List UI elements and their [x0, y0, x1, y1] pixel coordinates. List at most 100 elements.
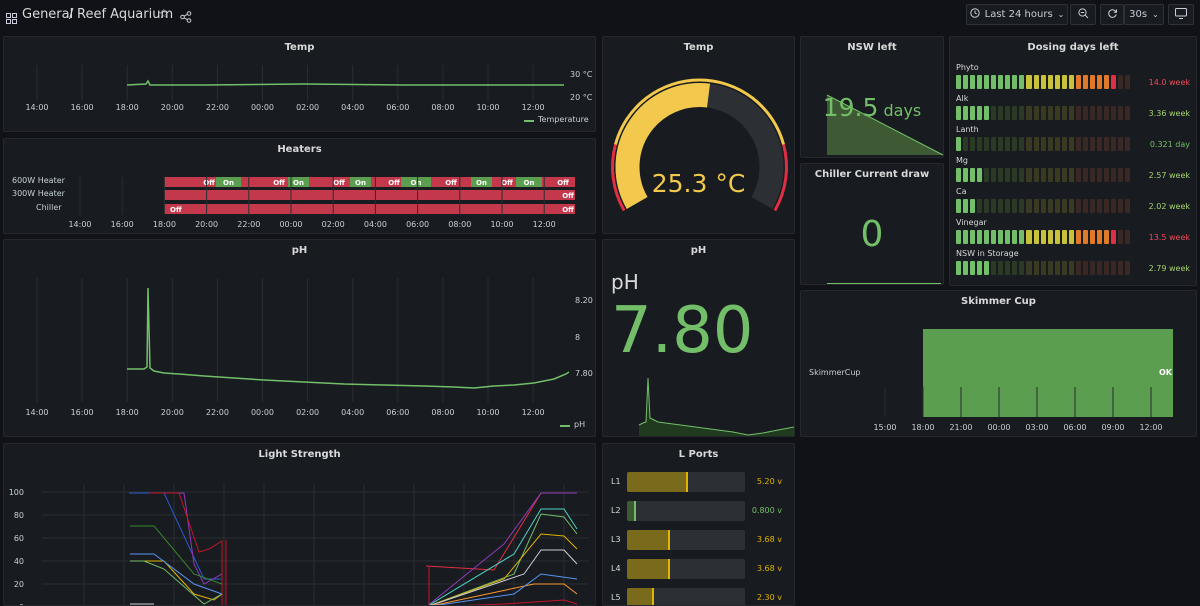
- panel-title[interactable]: Chiller Current draw: [814, 169, 930, 180]
- heater-300w-off-bg: [164, 190, 575, 200]
- heater-600w-on-segment: [216, 177, 241, 187]
- breadcrumb-folder[interactable]: General: [22, 7, 74, 22]
- dosing-led-cell: [963, 168, 969, 182]
- y-tick-20: 20 °C: [570, 93, 593, 102]
- nsw-unit: days: [883, 101, 922, 120]
- y-tick-label: 60: [14, 534, 24, 543]
- x-tick-label: 20:00: [195, 220, 218, 229]
- dosing-led-cell: [1033, 137, 1039, 151]
- legend-swatch: [560, 425, 570, 427]
- refresh-interval-picker[interactable]: 30s ⌄: [1124, 4, 1164, 25]
- dosing-led-cell: [1096, 106, 1102, 120]
- tv-mode-button[interactable]: [1168, 4, 1194, 25]
- heater-600w-on-segment: [401, 177, 431, 187]
- dosing-led-cell: [1061, 261, 1067, 275]
- dosing-led-cell: [1026, 199, 1032, 213]
- share-icon[interactable]: [180, 8, 192, 27]
- dosing-led-cell: [1068, 106, 1074, 120]
- panel-title[interactable]: Light Strength: [258, 449, 341, 460]
- dosing-led-cell: [1082, 137, 1088, 151]
- ph-stat-sparkline: [638, 377, 794, 436]
- dosing-led-cell: [1040, 75, 1046, 89]
- dosing-led-cell: [1125, 106, 1131, 120]
- panel-title[interactable]: L Ports: [678, 449, 719, 460]
- y-tick-label: 20: [14, 580, 24, 589]
- panel-title[interactable]: Heaters: [277, 144, 322, 155]
- dosing-led-cell: [1118, 261, 1124, 275]
- state-label-on: On: [476, 179, 487, 187]
- dosing-led-cell: [963, 230, 969, 244]
- dosing-led-cell: [1047, 230, 1053, 244]
- panel-title[interactable]: Dosing days left: [1027, 42, 1119, 53]
- dashboard-title[interactable]: Reef Aquarium: [77, 7, 174, 22]
- dosing-led-cell: [1026, 230, 1032, 244]
- panel-title[interactable]: NSW left: [847, 42, 897, 53]
- skimmer-axis: 15:00 18:00 21:00 00:00 03:00 06:00 09:00 12:00: [873, 387, 1163, 432]
- dosing-led-cell: [963, 261, 969, 275]
- dosing-led-cell: [1047, 199, 1053, 213]
- legend-temperature[interactable]: Temperature: [538, 115, 589, 124]
- dosing-led-cell: [1054, 199, 1060, 213]
- dosing-led-cell: [1047, 168, 1053, 182]
- threshold-red-high: [773, 144, 788, 212]
- state-label-off: Off: [388, 179, 400, 187]
- dosing-led-cell: [970, 106, 976, 120]
- dosing-led-cell: [963, 137, 969, 151]
- dosing-led-cell: [991, 230, 997, 244]
- dosing-led-cell: [1075, 75, 1081, 89]
- time-range-picker[interactable]: Last 24 hours ⌄: [966, 4, 1068, 25]
- dosing-led-cell: [1068, 199, 1074, 213]
- light-series-line: [130, 553, 223, 595]
- dosing-led-cell: [984, 137, 990, 151]
- dosing-led-cell: [1005, 137, 1011, 151]
- heater-600w-on-segment: [471, 177, 492, 187]
- lport-bar-track: [627, 530, 745, 550]
- time-range-label: Last 24 hours: [984, 9, 1053, 20]
- dosing-led-cell: [991, 137, 997, 151]
- dosing-led-cell: [970, 168, 976, 182]
- x-tick-label: 12:00: [1139, 423, 1162, 432]
- state-label-off: Off: [562, 206, 574, 214]
- x-tick-label: 06:00: [386, 408, 409, 417]
- dosing-led-cell: [1005, 230, 1011, 244]
- dosing-led-cell: [1047, 106, 1053, 120]
- lport-bar-fill: [627, 472, 688, 492]
- refresh-button[interactable]: [1100, 4, 1124, 25]
- dosing-led-cell: [963, 75, 969, 89]
- x-tick-label: 12:00: [522, 103, 545, 112]
- ph-line: [127, 287, 570, 389]
- dosing-led-cell: [1019, 137, 1025, 151]
- ph-graph-chart: 14:00 16:00 18:00 20:00 22:00 00:00 02:00 04:00…: [25, 278, 570, 417]
- chevron-down-icon: ⌄: [1152, 10, 1159, 19]
- dosing-led-cell: [956, 261, 962, 275]
- x-tick-label: 03:00: [1025, 423, 1048, 432]
- dashboards-grid-icon[interactable]: [6, 9, 17, 24]
- state-label-on: On: [524, 179, 535, 187]
- lport-bar-fill: [627, 559, 670, 579]
- dosing-led-cell: [1125, 168, 1131, 182]
- panel-title[interactable]: Skimmer Cup: [961, 296, 1036, 307]
- star-icon[interactable]: ☆: [158, 7, 170, 22]
- x-tick-label: 00:00: [251, 408, 274, 417]
- dosing-led-cell: [1033, 199, 1039, 213]
- dosing-led-cell: [1061, 168, 1067, 182]
- dosing-led-cell: [1061, 137, 1067, 151]
- dosing-led-cell: [1061, 199, 1067, 213]
- zoom-out-button[interactable]: [1070, 4, 1096, 25]
- lport-value: 0.800 v: [751, 506, 782, 515]
- dosing-led-cell: [977, 106, 983, 120]
- dosing-led-cell: [1089, 230, 1095, 244]
- x-tick-label: 18:00: [116, 408, 139, 417]
- dosing-item-value: 0.321 day: [1149, 140, 1190, 149]
- dosing-led-cell: [1082, 75, 1088, 89]
- panel-title[interactable]: pH: [291, 245, 308, 256]
- y-tick-8-20: 8.20: [575, 296, 593, 305]
- light-series-line: [464, 599, 578, 605]
- panel-title[interactable]: pH: [690, 245, 707, 256]
- panel-title[interactable]: Temp: [683, 42, 714, 53]
- legend-ph[interactable]: pH: [574, 420, 586, 429]
- dosing-led-bar: [956, 230, 1131, 244]
- dosing-led-cell: [998, 106, 1004, 120]
- panel-title[interactable]: Temp: [284, 42, 315, 53]
- dosing-led-cell: [991, 168, 997, 182]
